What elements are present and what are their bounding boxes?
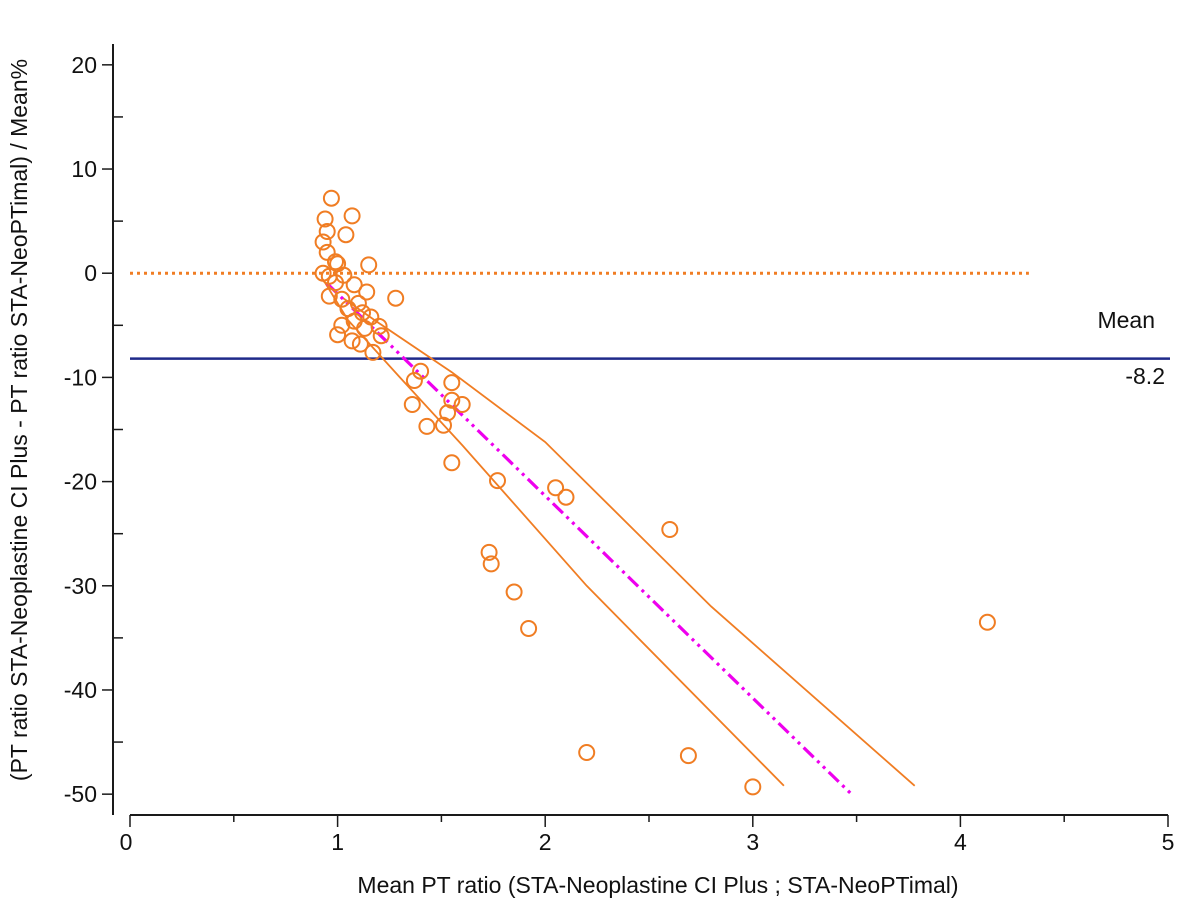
- reference-lines: [130, 271, 1170, 795]
- data-point: [520, 620, 538, 637]
- y-tick-label: -10: [64, 364, 97, 390]
- data-point: [364, 343, 382, 361]
- x-axis-label: Mean PT ratio (STA-Neoplastine CI Plus ;…: [357, 872, 958, 898]
- data-point: [412, 362, 430, 380]
- data-point: [547, 479, 565, 497]
- data-point: [316, 210, 334, 228]
- x-tick-label: 5: [1162, 829, 1175, 855]
- data-point: [337, 226, 355, 244]
- y-tick-label: 10: [71, 156, 97, 182]
- data-point: [370, 317, 388, 335]
- data-point: [320, 287, 338, 305]
- data-point: [351, 335, 369, 353]
- data-point: [372, 327, 390, 345]
- data-point: [349, 294, 367, 312]
- y-tick-label: 0: [84, 260, 97, 286]
- data-point: [405, 372, 423, 389]
- data-point: [318, 243, 336, 261]
- y-axis-label: (PT ratio STA-Neoplastine CI Plus - PT r…: [6, 59, 32, 781]
- data-point: [358, 283, 376, 301]
- data-point: [333, 290, 351, 308]
- data-point: [661, 521, 679, 538]
- x-tick-label: 0: [120, 829, 133, 855]
- data-point: [327, 274, 344, 292]
- data-point: [333, 316, 351, 334]
- labels: Mean PT ratio (STA-Neoplastine CI Plus ;…: [6, 59, 1165, 898]
- x-tick-label: 3: [746, 829, 759, 855]
- y-tick-label: -40: [64, 677, 97, 703]
- data-points: [314, 189, 996, 796]
- mean-value-label: -8.2: [1125, 363, 1165, 389]
- data-point: [578, 744, 596, 761]
- data-point: [480, 543, 498, 561]
- data-point: [482, 555, 500, 573]
- data-point: [343, 332, 361, 350]
- y-tick-label: -30: [64, 573, 97, 599]
- y-tick-label: -20: [64, 469, 97, 495]
- data-point: [343, 207, 361, 225]
- data-point: [744, 778, 762, 796]
- x-tick-label: 4: [954, 829, 967, 855]
- data-point: [314, 233, 332, 251]
- data-point: [360, 256, 378, 274]
- regression-line: [326, 282, 852, 795]
- data-point: [443, 374, 461, 392]
- data-point: [443, 454, 461, 472]
- data-point: [978, 613, 996, 631]
- data-point: [356, 319, 374, 337]
- mean-line-label: Mean: [1097, 307, 1155, 333]
- axes: 20 10 0 -10 -20 -30 -40 -50 0 1 2 3 4 5: [64, 44, 1175, 855]
- data-point: [387, 289, 405, 307]
- confidence-lower-line: [322, 279, 785, 787]
- data-point: [489, 472, 506, 490]
- data-point: [435, 416, 452, 434]
- x-tick-label: 2: [539, 829, 552, 855]
- data-point: [327, 253, 344, 271]
- confidence-upper-line: [341, 296, 916, 787]
- y-tick-label: -50: [64, 781, 97, 807]
- data-point: [557, 488, 575, 506]
- data-point: [505, 583, 523, 601]
- y-tick-label: 20: [71, 52, 97, 78]
- data-point: [329, 326, 347, 344]
- x-tick-label: 1: [331, 829, 344, 855]
- data-point: [318, 223, 336, 240]
- data-point: [403, 396, 421, 413]
- data-point: [679, 747, 697, 765]
- data-point: [439, 404, 457, 422]
- data-point: [453, 396, 471, 413]
- data-point: [322, 189, 340, 207]
- data-point: [418, 417, 436, 435]
- data-point: [345, 276, 363, 294]
